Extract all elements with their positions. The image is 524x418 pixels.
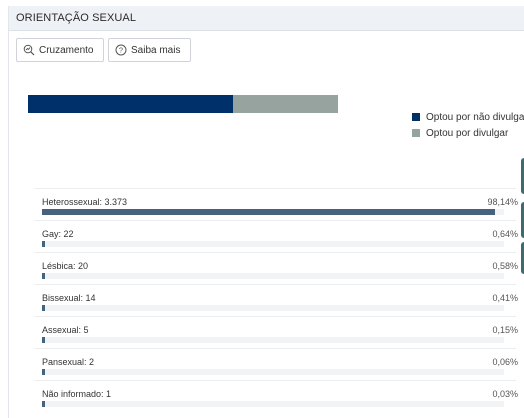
legend-item: Optou por não divulgar xyxy=(412,109,524,125)
row-bar xyxy=(42,209,496,215)
row-percent: 0,15% xyxy=(492,325,518,335)
orientation-panel: ORIENTAÇÃO SEXUAL Cruzamento ? Saiba mai… xyxy=(8,6,524,418)
panel-title: ORIENTAÇÃO SEXUAL xyxy=(16,12,137,24)
row-label: Bissexual: 14 xyxy=(42,293,96,303)
stack-segment-divulgar xyxy=(232,95,338,113)
orientation-row: Assexual: 5 0,15% xyxy=(34,316,518,348)
legend-swatch xyxy=(412,113,420,121)
row-bar xyxy=(42,241,45,247)
row-bar xyxy=(42,337,45,343)
side-tab[interactable] xyxy=(521,242,524,274)
saiba-mais-button[interactable]: ? Saiba mais xyxy=(108,38,191,62)
disclosure-stacked-bar xyxy=(28,95,338,113)
row-bar-track xyxy=(42,305,504,311)
row-bar xyxy=(42,273,45,279)
legend-item: Optou por divulgar xyxy=(412,125,524,141)
orientation-row: Pansexual: 2 0,06% xyxy=(34,348,518,380)
orientation-row: Não informado: 1 0,03% xyxy=(34,380,518,412)
row-bar-track xyxy=(42,401,504,407)
row-label: Assexual: 5 xyxy=(42,325,89,335)
orientation-list: Heterossexual: 3.373 98,14% Gay: 22 0,64% Lé… xyxy=(34,188,518,412)
cruzamento-button[interactable]: Cruzamento xyxy=(16,38,104,62)
orientation-row: Bissexual: 14 0,41% xyxy=(34,284,518,316)
row-bar-track xyxy=(42,369,504,375)
row-label: Não informado: 1 xyxy=(42,389,112,399)
row-label: Pansexual: 2 xyxy=(42,357,95,367)
side-tab[interactable] xyxy=(521,202,524,238)
row-bar-track xyxy=(42,273,504,279)
row-bar xyxy=(42,369,45,375)
row-percent: 0,58% xyxy=(492,261,518,271)
row-percent: 0,06% xyxy=(492,357,518,367)
legend-label: Optou por divulgar xyxy=(426,127,509,139)
orientation-row: Heterossexual: 3.373 98,14% xyxy=(34,188,518,220)
side-tab[interactable] xyxy=(521,158,524,194)
cruzamento-label: Cruzamento xyxy=(39,44,94,56)
search-chart-icon xyxy=(23,44,35,56)
row-label: Gay: 22 xyxy=(42,229,74,239)
help-circle-icon: ? xyxy=(115,44,127,56)
legend-label: Optou por não divulgar xyxy=(426,111,524,123)
row-bar xyxy=(42,401,45,407)
row-percent: 98,14% xyxy=(487,197,518,207)
row-percent: 0,03% xyxy=(492,389,518,399)
legend-swatch xyxy=(412,129,420,137)
chart-legend: Optou por não divulgar Optou por divulgar xyxy=(412,109,524,141)
saiba-mais-label: Saiba mais xyxy=(131,44,181,56)
row-label: Heterossexual: 3.373 xyxy=(42,197,128,207)
stack-segment-nao-divulgar xyxy=(28,95,233,113)
row-bar-track xyxy=(42,209,504,215)
row-percent: 0,64% xyxy=(492,229,518,239)
orientation-row: Gay: 22 0,64% xyxy=(34,220,518,252)
row-bar xyxy=(42,305,45,311)
svg-text:?: ? xyxy=(119,46,123,55)
panel-header: ORIENTAÇÃO SEXUAL xyxy=(9,6,524,31)
row-label: Lésbica: 20 xyxy=(42,261,89,271)
row-bar-track xyxy=(42,337,504,343)
row-bar-track xyxy=(42,241,504,247)
orientation-row: Lésbica: 20 0,58% xyxy=(34,252,518,284)
row-percent: 0,41% xyxy=(492,293,518,303)
